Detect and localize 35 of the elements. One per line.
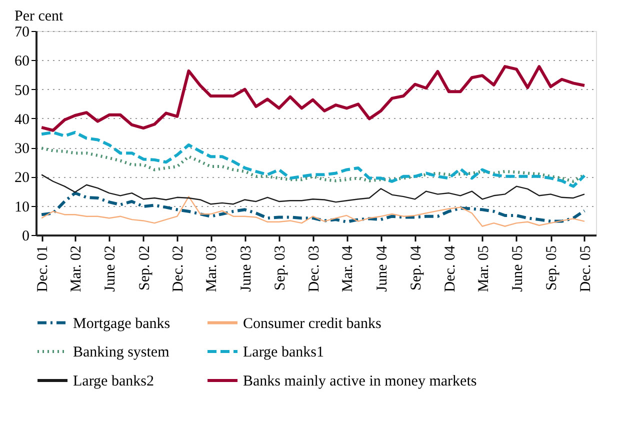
x-tick-label: Dec. 04 [442,245,458,292]
x-tick-label: Dec. 03 [306,246,322,292]
x-tick-label: Sep. 02 [136,246,153,290]
legend-label: Banking system [73,344,170,360]
x-tick-label: Sep. 03 [272,246,289,290]
legend-label: Mortgage banks [73,316,170,332]
x-tick-label: June 05 [510,246,526,292]
x-tick-label: Mar. 05 [476,246,492,292]
x-tick-label: Mar. 02 [68,246,85,292]
x-tick-label: Sep. 04 [408,245,425,290]
line-series [40,65,586,132]
y-tick-label: 50 [14,82,30,99]
y-axis-title: Per cent [14,8,64,24]
y-tick-label: 10 [14,199,30,216]
x-tick-label: Dec. 02 [170,246,187,292]
x-tick-label: June 04 [374,245,390,292]
line-series [40,174,586,205]
x-tick-label: June 03 [238,246,254,292]
y-tick-label: 40 [14,112,30,128]
y-tick-label: 60 [14,54,30,70]
y-tick-label: 30 [14,141,30,158]
legend-label: Banks mainly active in money markets [243,374,477,390]
y-tick-label: 0 [22,228,30,244]
line-series [40,130,586,188]
legend-label: Large banks2 [73,374,154,390]
legend-label: Large banks1 [243,344,324,360]
x-tick-label: Dec. 05 [578,246,594,292]
legend-label: Consumer credit banks [243,316,382,332]
x-tick-label: Sep. 05 [544,246,560,290]
y-tick-label: 70 [14,24,30,40]
x-tick-label: June 02 [102,246,119,292]
y-tick-label: 20 [14,170,30,186]
x-tick-label: Dec. 01 [35,246,52,292]
x-tick-label: Mar. 04 [340,245,356,292]
x-tick-label: Mar. 03 [204,246,220,292]
